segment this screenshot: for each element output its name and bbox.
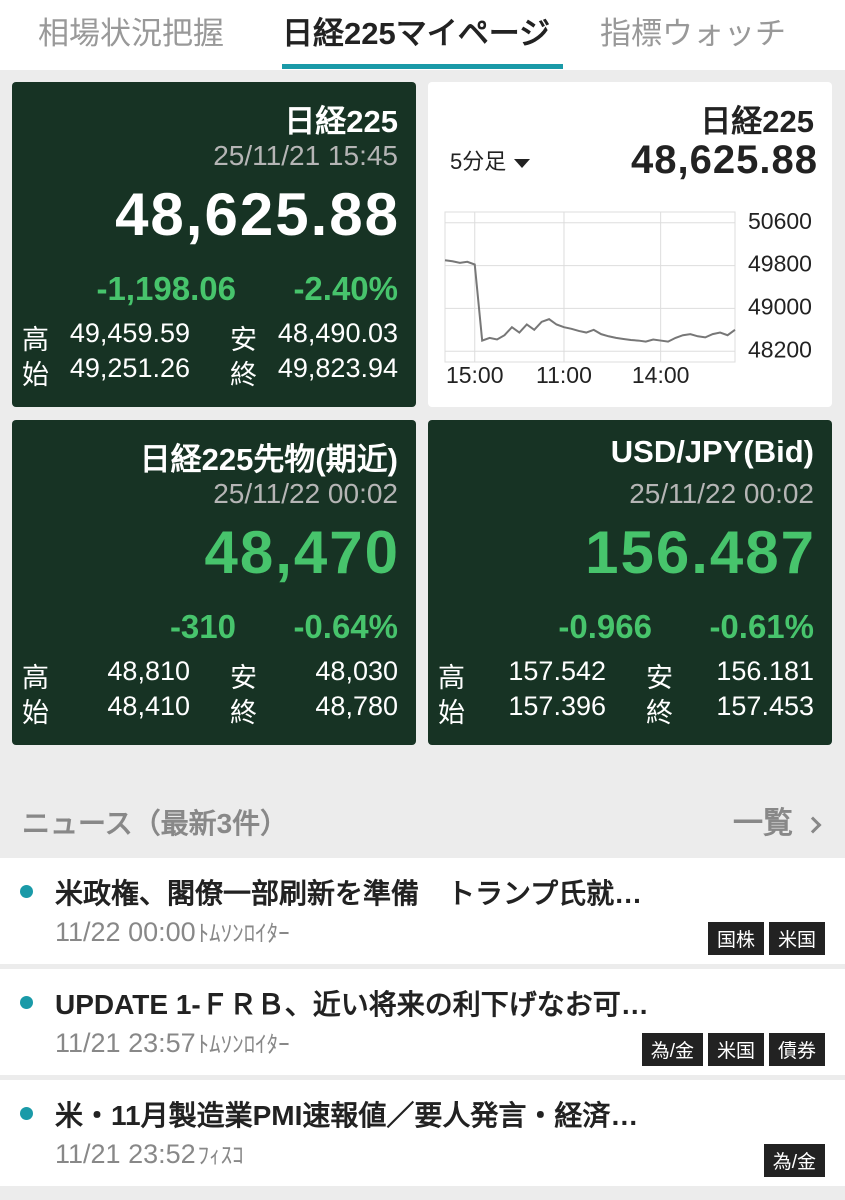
plot-frame [444, 211, 736, 363]
card-datetime: 25/11/22 00:02 [213, 478, 398, 509]
bullet [20, 996, 33, 1009]
row-value: 49,459.59 [69, 318, 190, 348]
tab[interactable]: 指標ウォッチ [600, 16, 786, 51]
row-value: 49,823.94 [277, 353, 398, 383]
quote-card[interactable]: 日経225 5分足 48,625.88 50600 49800 49000 48200 15:… [428, 82, 832, 407]
row-value: 48,810 [107, 656, 190, 686]
tag: 為/金 [763, 1144, 825, 1177]
news-tags: 国株 米国 [703, 922, 825, 955]
tag: 国株 [707, 922, 764, 955]
y-tick-label: 49000 [748, 294, 812, 320]
row-label: 高 [22, 663, 49, 693]
row-label: 安 [646, 663, 673, 693]
news-source: ﾌｨｽｺ [197, 1142, 244, 1168]
tag: 為/金 [641, 1033, 703, 1066]
row-value: 157.396 [508, 691, 606, 721]
news-title: 米・11月製造業PMI速報値／要人発言・経済… [55, 1100, 639, 1131]
quote-card[interactable]: 日経225 25/11/21 15:45 48,625.88 -1,198.06 -2.… [12, 82, 416, 407]
news-item[interactable]: UPDATE 1-ＦＲＢ、近い将来の利下げなお可… 11/21 23:57ﾄﾑｿﾝ… [0, 969, 845, 1075]
news-datetime: 11/21 23:52 [55, 1139, 196, 1169]
price: 156.487 [585, 519, 816, 586]
news-item[interactable]: 米政権、閣僚一部刷新を準備 トランプ氏就… 11/22 00:00ﾄﾑｿﾝﾛｲﾀｰ… [0, 858, 845, 964]
row-label: 終 [230, 698, 257, 728]
row-label: 高 [22, 325, 49, 355]
news-datetime: 11/21 23:57 [55, 1028, 196, 1058]
news-title: UPDATE 1-ＦＲＢ、近い将来の利下げなお可… [55, 989, 649, 1020]
tag: 米国 [768, 922, 825, 955]
news-tags: 為/金 米国 債券 [637, 1033, 825, 1066]
row-value: 48,030 [315, 656, 398, 686]
row-label: 始 [438, 698, 465, 728]
interval: 5分足 [450, 149, 507, 174]
row-label: 安 [230, 663, 257, 693]
tag: 債券 [768, 1033, 825, 1066]
more-link[interactable]: 一覧 [733, 798, 822, 842]
row-value: 48,490.03 [277, 318, 398, 348]
interval-select[interactable]: 5分足 [450, 144, 531, 176]
bullet [20, 1107, 33, 1120]
change-pct: -0.64% [293, 608, 398, 645]
row-value: 157.542 [508, 656, 606, 686]
change: -0.966 [558, 608, 652, 645]
change: -1,198.06 [96, 270, 236, 307]
x-tick-label: 11:00 [536, 362, 592, 388]
card-title: USD/JPY(Bid) [610, 434, 814, 469]
row-value: 48,410 [107, 691, 190, 721]
tab[interactable]: 相場状況把握 [38, 16, 224, 51]
row-label: 安 [230, 325, 257, 355]
news-header: ニュース（最新3件） [22, 808, 289, 839]
dropdown-arrow [514, 158, 531, 168]
tab[interactable]: 日経225マイページ [282, 16, 551, 51]
news-meta: 11/21 23:52ﾌｨｽｺ [55, 1136, 244, 1170]
card-datetime: 25/11/21 15:45 [213, 140, 398, 171]
y-tick-label: 48200 [748, 336, 812, 362]
bullet [20, 885, 33, 898]
change-pct: -2.40% [293, 270, 398, 307]
y-tick-label: 50600 [748, 208, 812, 234]
row-label: 終 [646, 698, 673, 728]
news-meta: 11/22 00:00ﾄﾑｿﾝﾛｲﾀｰ [55, 914, 290, 948]
change-pct: -0.61% [709, 608, 814, 645]
mini-chart: 50600 49800 49000 48200 15:00 11:00 14:00 [444, 208, 812, 388]
price: 48,625.88 [115, 181, 400, 248]
tag: 米国 [707, 1033, 764, 1066]
card-title: 日経225 [700, 104, 814, 139]
x-tick-label: 14:00 [632, 362, 690, 388]
quote-card[interactable]: USD/JPY(Bid) 25/11/22 00:02 156.487 -0.966 -… [428, 420, 832, 745]
card-datetime: 25/11/22 00:02 [629, 478, 814, 509]
card-title: 日経225先物(期近) [139, 442, 398, 477]
news-datetime: 11/22 00:00 [55, 917, 196, 947]
news-meta: 11/21 23:57ﾄﾑｿﾝﾛｲﾀｰ [55, 1025, 290, 1059]
row-value: 48,780 [315, 691, 398, 721]
row-label: 終 [230, 360, 257, 390]
tab-bar: 相場状況把握 日経225マイページ 指標ウォッチ [0, 0, 845, 70]
row-label: 始 [22, 698, 49, 728]
price: 48,625.88 [631, 138, 818, 182]
tab-indicator [282, 64, 563, 69]
news-item[interactable]: 米・11月製造業PMI速報値／要人発言・経済… 11/21 23:52ﾌｨｽｺ 為/… [0, 1080, 845, 1186]
news-tags: 為/金 [759, 1144, 825, 1177]
price: 48,470 [204, 519, 400, 586]
row-label: 高 [438, 663, 465, 693]
news-source: ﾄﾑｿﾝﾛｲﾀｰ [197, 920, 290, 946]
price-line [444, 259, 736, 343]
row-value: 156.181 [716, 656, 814, 686]
card-title: 日経225 [284, 104, 398, 139]
x-tick-label: 15:00 [446, 362, 504, 388]
more-text: 一覧 [733, 807, 793, 840]
news-title: 米政権、閣僚一部刷新を準備 トランプ氏就… [55, 878, 643, 909]
quote-card[interactable]: 日経225先物(期近) 25/11/22 00:02 48,470 -310 -0.64… [12, 420, 416, 745]
row-label: 始 [22, 360, 49, 390]
y-tick-label: 49800 [748, 251, 812, 277]
row-value: 49,251.26 [69, 353, 190, 383]
row-value: 157.453 [716, 691, 814, 721]
chevron [804, 816, 822, 834]
news-source: ﾄﾑｿﾝﾛｲﾀｰ [197, 1031, 290, 1057]
change: -310 [169, 608, 236, 645]
